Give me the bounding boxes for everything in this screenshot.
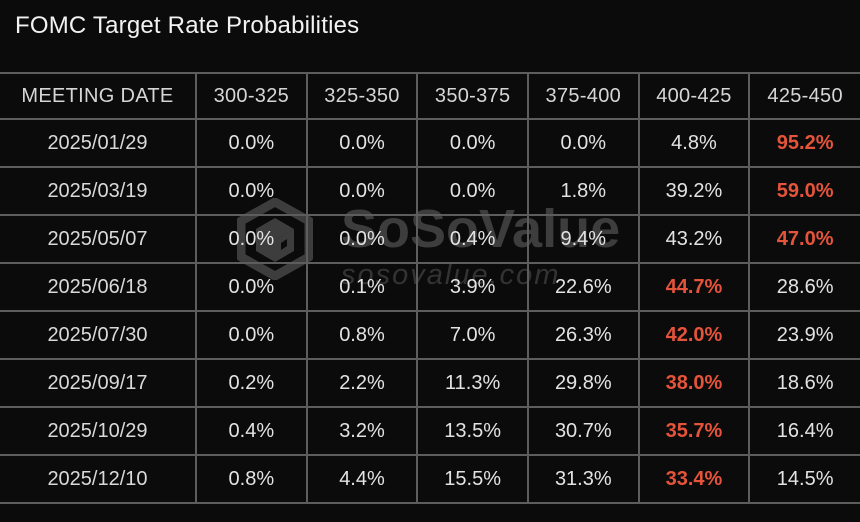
probability-cell: 13.5% — [416, 406, 528, 455]
probability-cell: 26.3% — [526, 310, 639, 359]
table-body: 2025/01/29 0.0% 0.0% 0.0% 0.0% 4.8% 95.2% 2025/… — [0, 118, 860, 504]
probability-cell: 0.8% — [195, 454, 307, 504]
rate-range-column-header: 425-450 — [748, 72, 860, 119]
probability-cell: 0.0% — [195, 310, 307, 359]
probability-cell: 3.9% — [416, 262, 528, 311]
probability-cell-highlighted: 95.2% — [748, 118, 860, 167]
meeting-date-cell: 2025/12/10 — [0, 454, 196, 504]
probability-cell: 22.6% — [526, 262, 639, 311]
probability-cell: 16.4% — [748, 406, 860, 455]
probability-cell: 0.0% — [416, 166, 528, 215]
rate-range-column-header: 300-325 — [195, 72, 307, 119]
rate-range-column-header: 325-350 — [305, 72, 418, 119]
probability-cell: 15.5% — [416, 454, 528, 504]
probability-cell-highlighted: 47.0% — [748, 214, 860, 263]
probability-cell: 39.2% — [637, 166, 750, 215]
probability-cell: 23.9% — [748, 310, 860, 359]
meeting-date-cell: 2025/01/29 — [0, 118, 196, 167]
probability-cell: 31.3% — [526, 454, 639, 504]
probability-cell: 30.7% — [526, 406, 639, 455]
probability-cell-highlighted: 33.4% — [637, 454, 750, 504]
meeting-date-cell: 2025/03/19 — [0, 166, 196, 215]
rate-range-column-header: 375-400 — [526, 72, 639, 119]
meeting-date-cell: 2025/09/17 — [0, 358, 196, 407]
probability-cell: 9.4% — [526, 214, 639, 263]
table-head: MEETING DATE 300-325 325-350 350-375 375-400… — [0, 72, 860, 119]
meeting-date-column-header: MEETING DATE — [0, 72, 196, 119]
probability-cell: 0.0% — [305, 214, 418, 263]
rate-range-column-header: 350-375 — [416, 72, 528, 119]
rate-range-column-header: 400-425 — [637, 72, 750, 119]
probability-cell: 43.2% — [637, 214, 750, 263]
table-row: 2025/06/18 0.0% 0.1% 3.9% 22.6% 44.7% 28.6% — [0, 262, 860, 311]
probability-cell: 2.2% — [305, 358, 418, 407]
table-row: 2025/05/07 0.0% 0.0% 0.4% 9.4% 43.2% 47.0% — [0, 214, 860, 263]
probability-cell: 0.0% — [305, 166, 418, 215]
meeting-date-cell: 2025/05/07 — [0, 214, 196, 263]
table-row: 2025/03/19 0.0% 0.0% 0.0% 1.8% 39.2% 59.0% — [0, 166, 860, 215]
probability-cell: 4.8% — [637, 118, 750, 167]
probability-cell: 0.0% — [305, 118, 418, 167]
table-row: 2025/09/17 0.2% 2.2% 11.3% 29.8% 38.0% 18.6% — [0, 358, 860, 407]
table-row: 2025/12/10 0.8% 4.4% 15.5% 31.3% 33.4% 14.5% — [0, 454, 860, 504]
probabilities-table: MEETING DATE 300-325 325-350 350-375 375-400… — [0, 72, 860, 504]
probability-cell: 0.1% — [305, 262, 418, 311]
probability-cell: 0.4% — [195, 406, 307, 455]
probability-cell: 0.0% — [195, 118, 307, 167]
probability-cell: 11.3% — [416, 358, 528, 407]
table-row: 2025/01/29 0.0% 0.0% 0.0% 0.0% 4.8% 95.2% — [0, 118, 860, 167]
probability-cell-highlighted: 59.0% — [748, 166, 860, 215]
probability-cell: 29.8% — [526, 358, 639, 407]
probability-cell: 14.5% — [748, 454, 860, 504]
table-row: 2025/10/29 0.4% 3.2% 13.5% 30.7% 35.7% 16.4% — [0, 406, 860, 455]
page-title: FOMC Target Rate Probabilities — [15, 12, 360, 39]
probability-cell: 0.0% — [416, 118, 528, 167]
meeting-date-cell: 2025/06/18 — [0, 262, 196, 311]
probability-cell: 0.0% — [195, 262, 307, 311]
probability-cell: 1.8% — [526, 166, 639, 215]
probability-cell: 0.0% — [195, 166, 307, 215]
probability-cell: 4.4% — [305, 454, 418, 504]
probability-cell: 0.8% — [305, 310, 418, 359]
meeting-date-cell: 2025/07/30 — [0, 310, 196, 359]
probability-cell-highlighted: 35.7% — [637, 406, 750, 455]
probability-cell: 7.0% — [416, 310, 528, 359]
probability-cell: 0.2% — [195, 358, 307, 407]
header-row: MEETING DATE 300-325 325-350 350-375 375-400… — [0, 72, 860, 119]
probability-cell: 0.4% — [416, 214, 528, 263]
probability-cell: 0.0% — [526, 118, 639, 167]
title-bar: FOMC Target Rate Probabilities — [0, 0, 860, 72]
probability-cell-highlighted: 42.0% — [637, 310, 750, 359]
meeting-date-cell: 2025/10/29 — [0, 406, 196, 455]
probability-cell-highlighted: 44.7% — [637, 262, 750, 311]
probability-cell-highlighted: 38.0% — [637, 358, 750, 407]
probability-cell: 0.0% — [195, 214, 307, 263]
probability-cell: 18.6% — [748, 358, 860, 407]
probability-cell: 28.6% — [748, 262, 860, 311]
table-row: 2025/07/30 0.0% 0.8% 7.0% 26.3% 42.0% 23.9% — [0, 310, 860, 359]
probability-cell: 3.2% — [305, 406, 418, 455]
